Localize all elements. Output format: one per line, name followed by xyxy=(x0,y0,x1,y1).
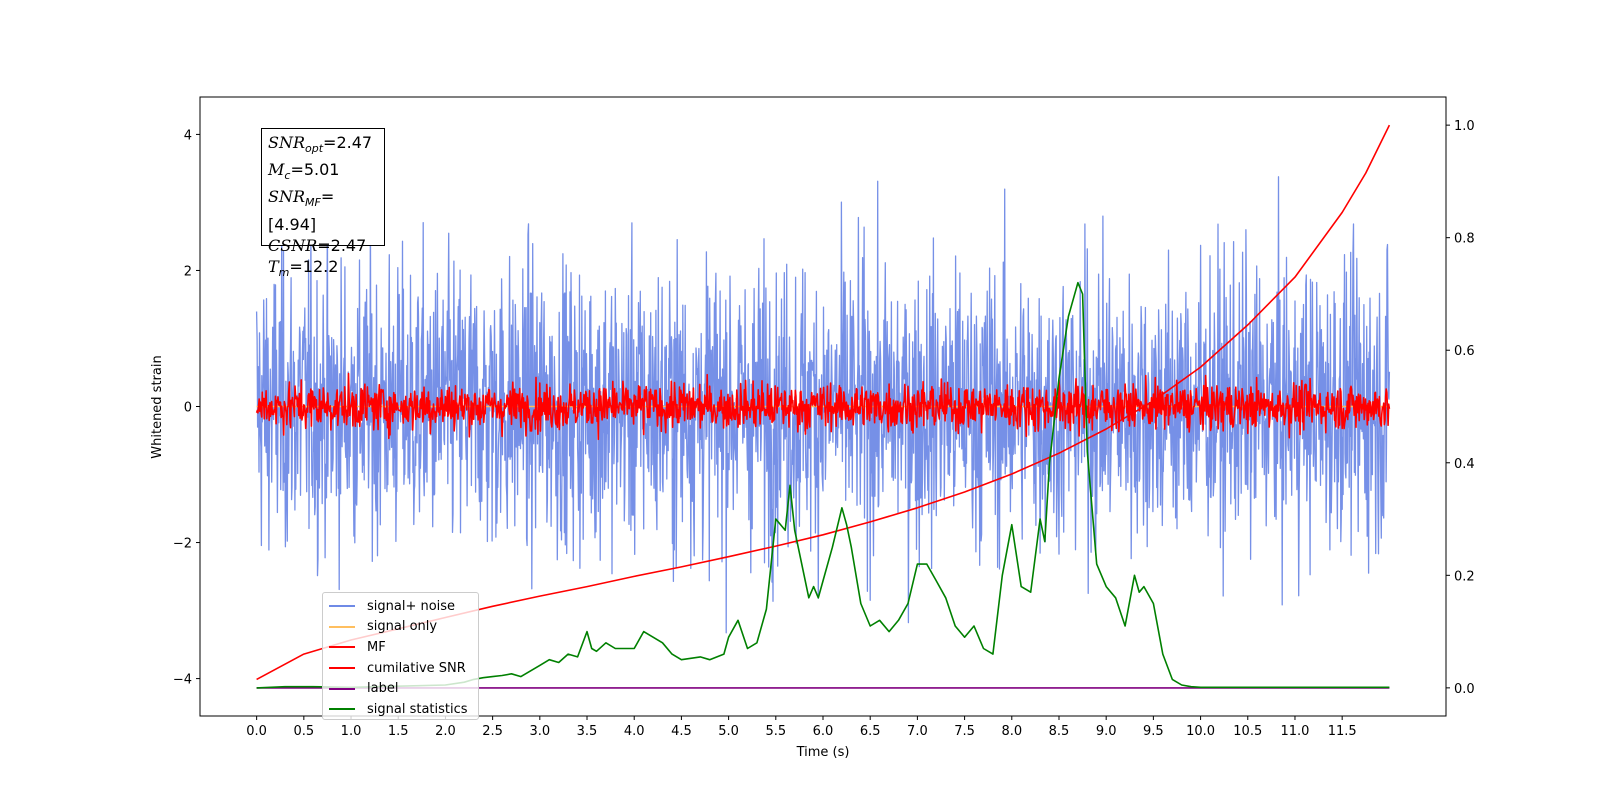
x-tick-label: 10.0 xyxy=(1186,724,1215,739)
legend-label: cumilative SNR xyxy=(367,660,466,676)
y-tick-label: −4 xyxy=(173,673,192,688)
y2-tick-label: 1.0 xyxy=(1454,119,1475,134)
x-tick-label: 0.0 xyxy=(246,724,267,739)
stat-snr-opt: SNRopt=2.47 xyxy=(268,133,373,156)
x-tick-label: 4.5 xyxy=(671,724,692,739)
x-tick-label: 7.5 xyxy=(954,724,975,739)
stat-mc: Mc=5.01 xyxy=(268,160,340,183)
y2-tick-label: 0.0 xyxy=(1454,682,1475,697)
legend-swatch xyxy=(329,687,355,690)
legend-swatch xyxy=(329,625,355,628)
x-tick-label: 11.5 xyxy=(1328,724,1357,739)
legend-swatch xyxy=(329,605,355,608)
y2-tick-label: 0.8 xyxy=(1454,232,1475,247)
legend-swatch xyxy=(329,708,355,711)
series-signal-noise xyxy=(255,176,1391,634)
stat-tm: Tm=12.2 xyxy=(268,256,339,279)
stat-mc-value: =5.01 xyxy=(290,160,340,180)
stat-snr-mf-value: =[4.94] xyxy=(268,187,335,234)
x-tick-label: 2.0 xyxy=(435,724,456,739)
legend-label: signal+ noise xyxy=(367,598,456,614)
series-signal-statistics xyxy=(256,281,1390,689)
legend-item: MF xyxy=(329,637,478,658)
x-tick-label: 10.5 xyxy=(1233,724,1262,739)
y2-tick-label: 0.4 xyxy=(1454,457,1475,472)
y2-tick-label: 0.6 xyxy=(1454,344,1475,359)
tick-layer: 0.0 0.5 1.0 1.5 2.0 2.5 3.0 3.5 4.0 4.5 5.0 5.5 6.0 6… xyxy=(173,119,1475,739)
x-tick-label: 1.5 xyxy=(388,724,409,739)
x-tick-label: 8.0 xyxy=(1001,724,1022,739)
legend-item: label xyxy=(329,678,478,699)
legend: signal+ noise signal only MF cumilative … xyxy=(322,592,479,720)
legend-item: cumilative SNR xyxy=(329,658,478,679)
x-tick-label: 9.5 xyxy=(1143,724,1164,739)
legend-item: signal statistics xyxy=(329,699,478,720)
legend-swatch xyxy=(329,646,355,649)
y2-tick-label: 0.2 xyxy=(1454,569,1475,584)
x-tick-label: 5.5 xyxy=(765,724,786,739)
legend-item: signal+ noise xyxy=(329,596,478,617)
x-tick-label: 5.0 xyxy=(718,724,739,739)
legend-item: signal only xyxy=(329,617,478,638)
y-tick-label: 2 xyxy=(184,264,192,279)
y-tick-label: 0 xyxy=(184,401,192,416)
x-tick-label: 2.5 xyxy=(482,724,503,739)
legend-label: MF xyxy=(367,639,386,655)
x-tick-label: 9.0 xyxy=(1096,724,1117,739)
legend-label: signal statistics xyxy=(367,701,468,717)
y-tick-label: 4 xyxy=(184,128,192,143)
stat-tm-value: =12.2 xyxy=(289,256,339,276)
legend-label: label xyxy=(367,681,399,697)
stat-snr-mf: SNRMF=[4.94] xyxy=(268,187,335,234)
x-tick-label: 6.0 xyxy=(813,724,834,739)
x-tick-label: 8.5 xyxy=(1049,724,1070,739)
x-tick-label: 3.0 xyxy=(529,724,550,739)
x-tick-label: 4.0 xyxy=(624,724,645,739)
stat-csnr: CSNR=2.47 xyxy=(268,235,367,255)
series-mf xyxy=(255,372,1391,441)
legend-label: signal only xyxy=(367,619,438,635)
y-tick-label: −2 xyxy=(173,537,192,552)
x-tick-label: 3.5 xyxy=(577,724,598,739)
x-tick-label: 7.0 xyxy=(907,724,928,739)
stat-snr-opt-value: =2.47 xyxy=(323,133,373,152)
x-tick-label: 6.5 xyxy=(860,724,881,739)
x-tick-label: 1.0 xyxy=(341,724,362,739)
x-axis-label: Time (s) xyxy=(796,745,850,760)
legend-swatch xyxy=(329,667,355,670)
stats-box: SNRopt=2.47 Mc=5.01 SNRMF=[4.94] CSNR=2.… xyxy=(261,128,385,279)
y-axis-label: Whitened strain xyxy=(150,355,165,458)
x-tick-label: 0.5 xyxy=(293,724,314,739)
stat-csnr-value: =2.47 xyxy=(317,235,367,255)
x-tick-label: 11.0 xyxy=(1280,724,1309,739)
